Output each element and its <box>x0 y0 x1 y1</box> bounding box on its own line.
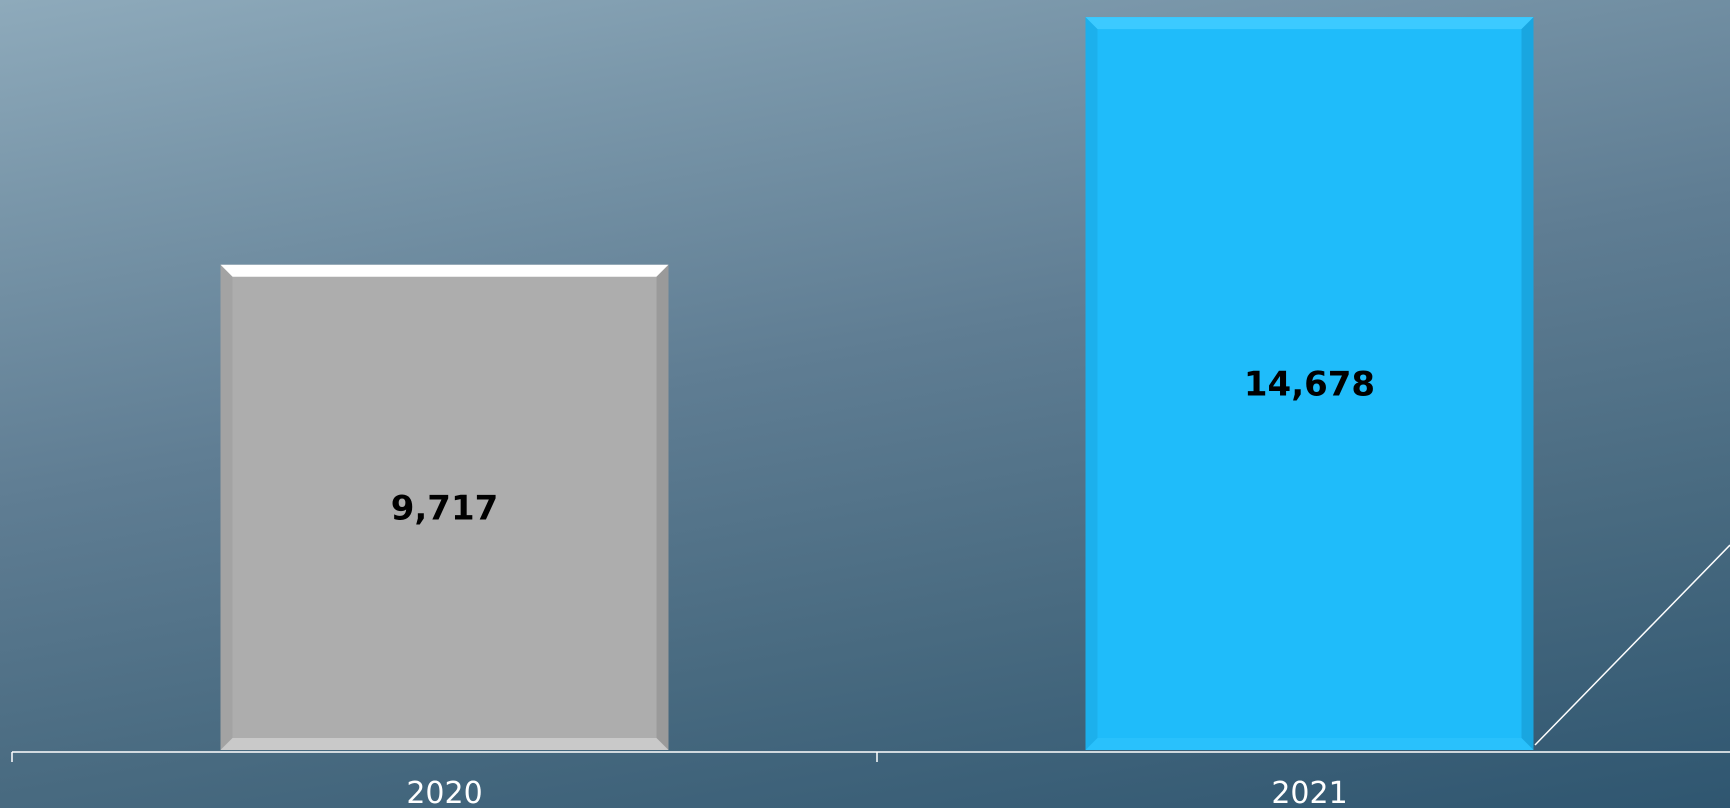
decorative-diagonal-line <box>1534 544 1730 746</box>
bar-left-bevel <box>220 264 233 750</box>
bar-body <box>220 264 669 750</box>
data-label-2021: 14,678 <box>1244 365 1375 405</box>
data-label-2020: 9,717 <box>391 488 499 528</box>
x-axis: 2020 2021 <box>11 751 1730 808</box>
bar-body <box>1085 17 1534 751</box>
bar-top-bevel <box>1085 17 1534 30</box>
bar-right-bevel <box>656 264 669 750</box>
bar-2021 <box>1085 17 1534 751</box>
x-tick-label-2020: 2020 <box>406 776 482 808</box>
data-labels-group: 9,717 14,678 <box>391 365 1375 529</box>
bar-right-bevel <box>1521 17 1534 751</box>
bar-left-bevel <box>1085 17 1098 751</box>
x-tick-label-2021: 2021 <box>1271 776 1347 808</box>
bar-top-bevel <box>220 264 669 277</box>
bar-2020 <box>220 264 669 750</box>
bar-bottom-bevel <box>1085 738 1534 750</box>
bar-bottom-bevel <box>220 738 669 750</box>
bars-group <box>220 17 1534 751</box>
